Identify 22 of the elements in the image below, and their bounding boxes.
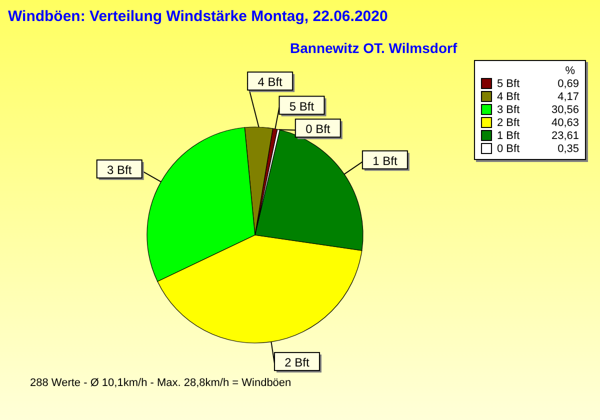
chart-subtitle: Bannewitz OT. Wilmsdorf (290, 40, 458, 56)
data-label: 23,61 (550, 130, 579, 142)
slice-label: 3 Bft (107, 162, 132, 177)
slice-label: 5 Bft (289, 99, 315, 114)
data-label: 4,17 (556, 90, 579, 102)
slice-label: 1 Bft (372, 154, 398, 168)
legend-label: 5 Bft (497, 78, 521, 90)
legend-title: % (564, 65, 576, 77)
chart-title: Windböen: Verteilung Windstärke Montag, 22.06.2020 (8, 8, 388, 25)
legend-label: 2 Bft (497, 116, 521, 128)
data-label: 40,63 (550, 116, 579, 128)
slice-label: 2 Bft (284, 356, 310, 370)
legend-label: 0 Bft (497, 142, 521, 154)
legend-label: 4 Bft (497, 90, 521, 102)
data-label: 30,56 (550, 104, 579, 116)
text: 288 Werte - Ø 10,1km/h - Max. 28,8km/h = Windböen (30, 377, 292, 389)
legend-label: 1 Bft (497, 130, 521, 142)
data-label: 0,35 (556, 142, 579, 154)
data-label: 0,69 (556, 78, 579, 90)
slice-label: 0 Bft (306, 122, 331, 136)
legend-label: 3 Bft (497, 104, 521, 116)
slice-label: 4 Bft (258, 75, 284, 90)
